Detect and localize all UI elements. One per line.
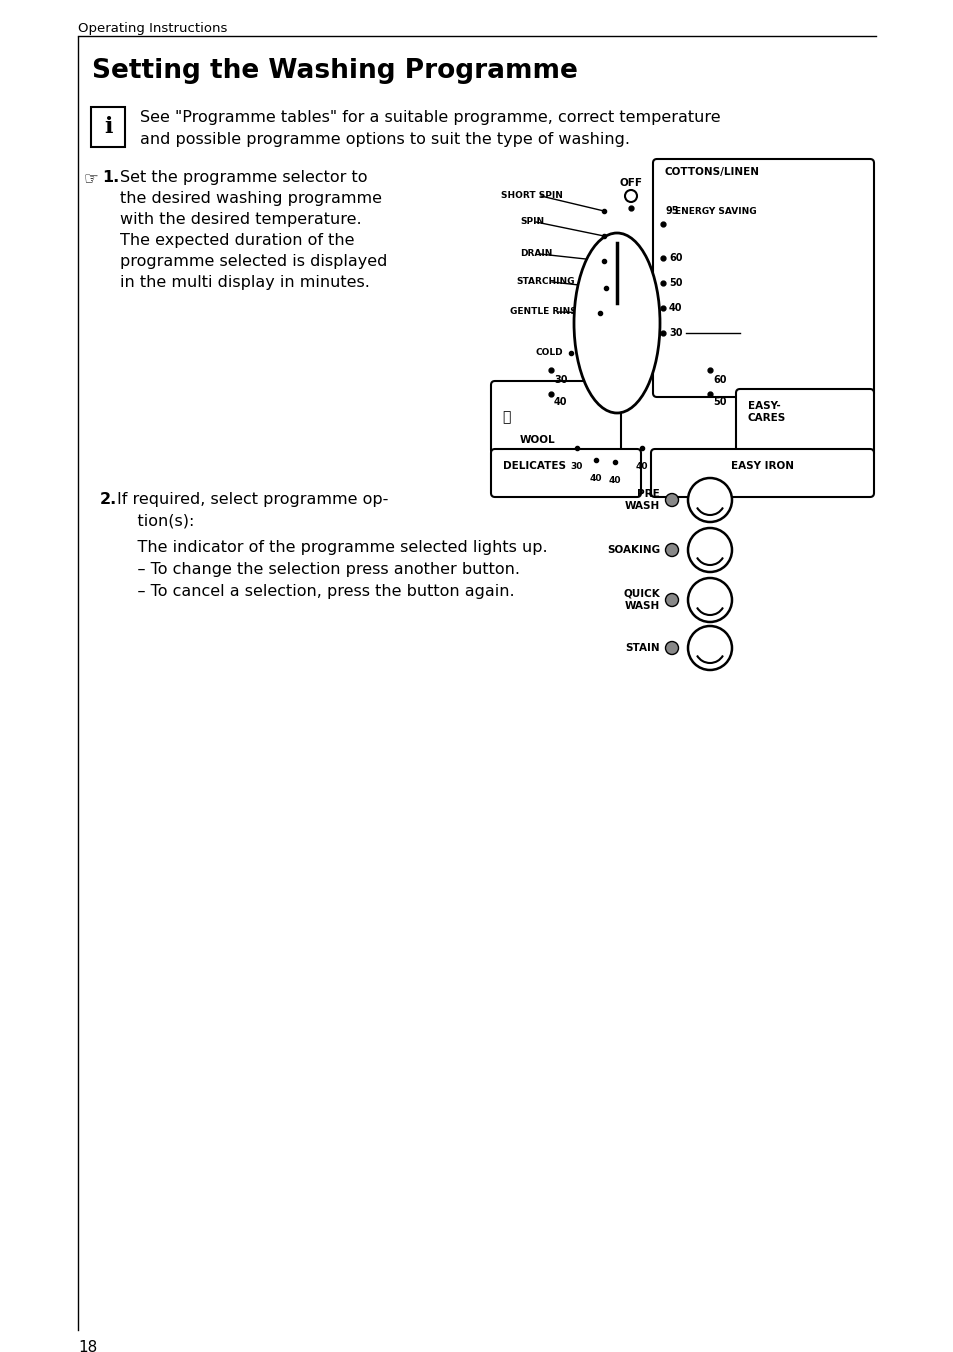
Circle shape <box>687 626 731 671</box>
Text: OFF: OFF <box>618 178 641 188</box>
Text: The expected duration of the: The expected duration of the <box>120 233 355 247</box>
Text: 18: 18 <box>78 1340 97 1352</box>
Circle shape <box>687 529 731 572</box>
Circle shape <box>624 191 637 201</box>
Text: tion(s):: tion(s): <box>117 514 194 529</box>
FancyBboxPatch shape <box>91 107 125 147</box>
Circle shape <box>665 544 678 557</box>
FancyBboxPatch shape <box>650 449 873 498</box>
Text: EASY-
CARES: EASY- CARES <box>747 402 785 423</box>
Text: in the multi display in minutes.: in the multi display in minutes. <box>120 274 370 289</box>
Text: 60: 60 <box>668 253 681 264</box>
Text: and possible programme options to suit the type of washing.: and possible programme options to suit t… <box>140 132 629 147</box>
Text: i: i <box>104 116 112 138</box>
Text: with the desired temperature.: with the desired temperature. <box>120 212 361 227</box>
Circle shape <box>665 594 678 607</box>
Text: 40: 40 <box>554 397 567 407</box>
Text: 95: 95 <box>665 206 679 216</box>
Text: COLD: COLD <box>536 349 563 357</box>
Text: GENTLE RINSE: GENTLE RINSE <box>510 307 582 316</box>
Text: 50: 50 <box>712 397 726 407</box>
Text: 30: 30 <box>668 329 681 338</box>
FancyBboxPatch shape <box>652 160 873 397</box>
Text: QUICK
WASH: QUICK WASH <box>622 589 659 611</box>
Circle shape <box>665 493 678 507</box>
Text: programme selected is displayed: programme selected is displayed <box>120 254 387 269</box>
Text: If required, select programme op-: If required, select programme op- <box>117 492 388 507</box>
FancyBboxPatch shape <box>491 381 620 454</box>
Text: SPIN: SPIN <box>519 218 543 227</box>
Text: Operating Instructions: Operating Instructions <box>78 22 227 35</box>
Text: SHORT SPIN: SHORT SPIN <box>500 192 562 200</box>
Text: – To change the selection press another button.: – To change the selection press another … <box>117 562 519 577</box>
Text: 60: 60 <box>712 375 726 385</box>
Text: See "Programme tables" for a suitable programme, correct temperature: See "Programme tables" for a suitable pr… <box>140 110 720 124</box>
Circle shape <box>665 641 678 654</box>
Text: 50: 50 <box>668 279 681 288</box>
Text: 40: 40 <box>589 475 601 483</box>
Text: SOAKING: SOAKING <box>606 545 659 556</box>
Text: 30: 30 <box>570 462 582 470</box>
Text: 40: 40 <box>668 303 681 314</box>
Text: STARCHING: STARCHING <box>516 277 574 287</box>
Text: WOOL: WOOL <box>519 435 555 445</box>
Text: DRAIN: DRAIN <box>519 250 552 258</box>
Text: ☞: ☞ <box>84 170 99 188</box>
FancyBboxPatch shape <box>735 389 873 457</box>
Text: the desired washing programme: the desired washing programme <box>120 191 381 206</box>
Text: – To cancel a selection, press the button again.: – To cancel a selection, press the butto… <box>117 584 514 599</box>
Circle shape <box>687 579 731 622</box>
Text: 2.: 2. <box>100 492 117 507</box>
Ellipse shape <box>574 233 659 412</box>
Text: COTTONS/LINEN: COTTONS/LINEN <box>664 168 760 177</box>
Text: EASY IRON: EASY IRON <box>730 461 793 470</box>
Text: STAIN: STAIN <box>625 644 659 653</box>
Text: 1.: 1. <box>102 170 119 185</box>
FancyBboxPatch shape <box>491 449 640 498</box>
Text: 40: 40 <box>608 476 620 485</box>
Text: PRE
WASH: PRE WASH <box>624 489 659 511</box>
Text: 30: 30 <box>554 375 567 385</box>
Text: DELICATES: DELICATES <box>502 461 565 470</box>
Text: 40: 40 <box>635 462 648 470</box>
Text: The indicator of the programme selected lights up.: The indicator of the programme selected … <box>117 539 547 556</box>
Text: Set the programme selector to: Set the programme selector to <box>120 170 367 185</box>
Circle shape <box>687 479 731 522</box>
Text: Setting the Washing Programme: Setting the Washing Programme <box>91 58 578 84</box>
Text: ENERGY SAVING: ENERGY SAVING <box>675 207 756 215</box>
Text: ⧗: ⧗ <box>501 410 510 425</box>
